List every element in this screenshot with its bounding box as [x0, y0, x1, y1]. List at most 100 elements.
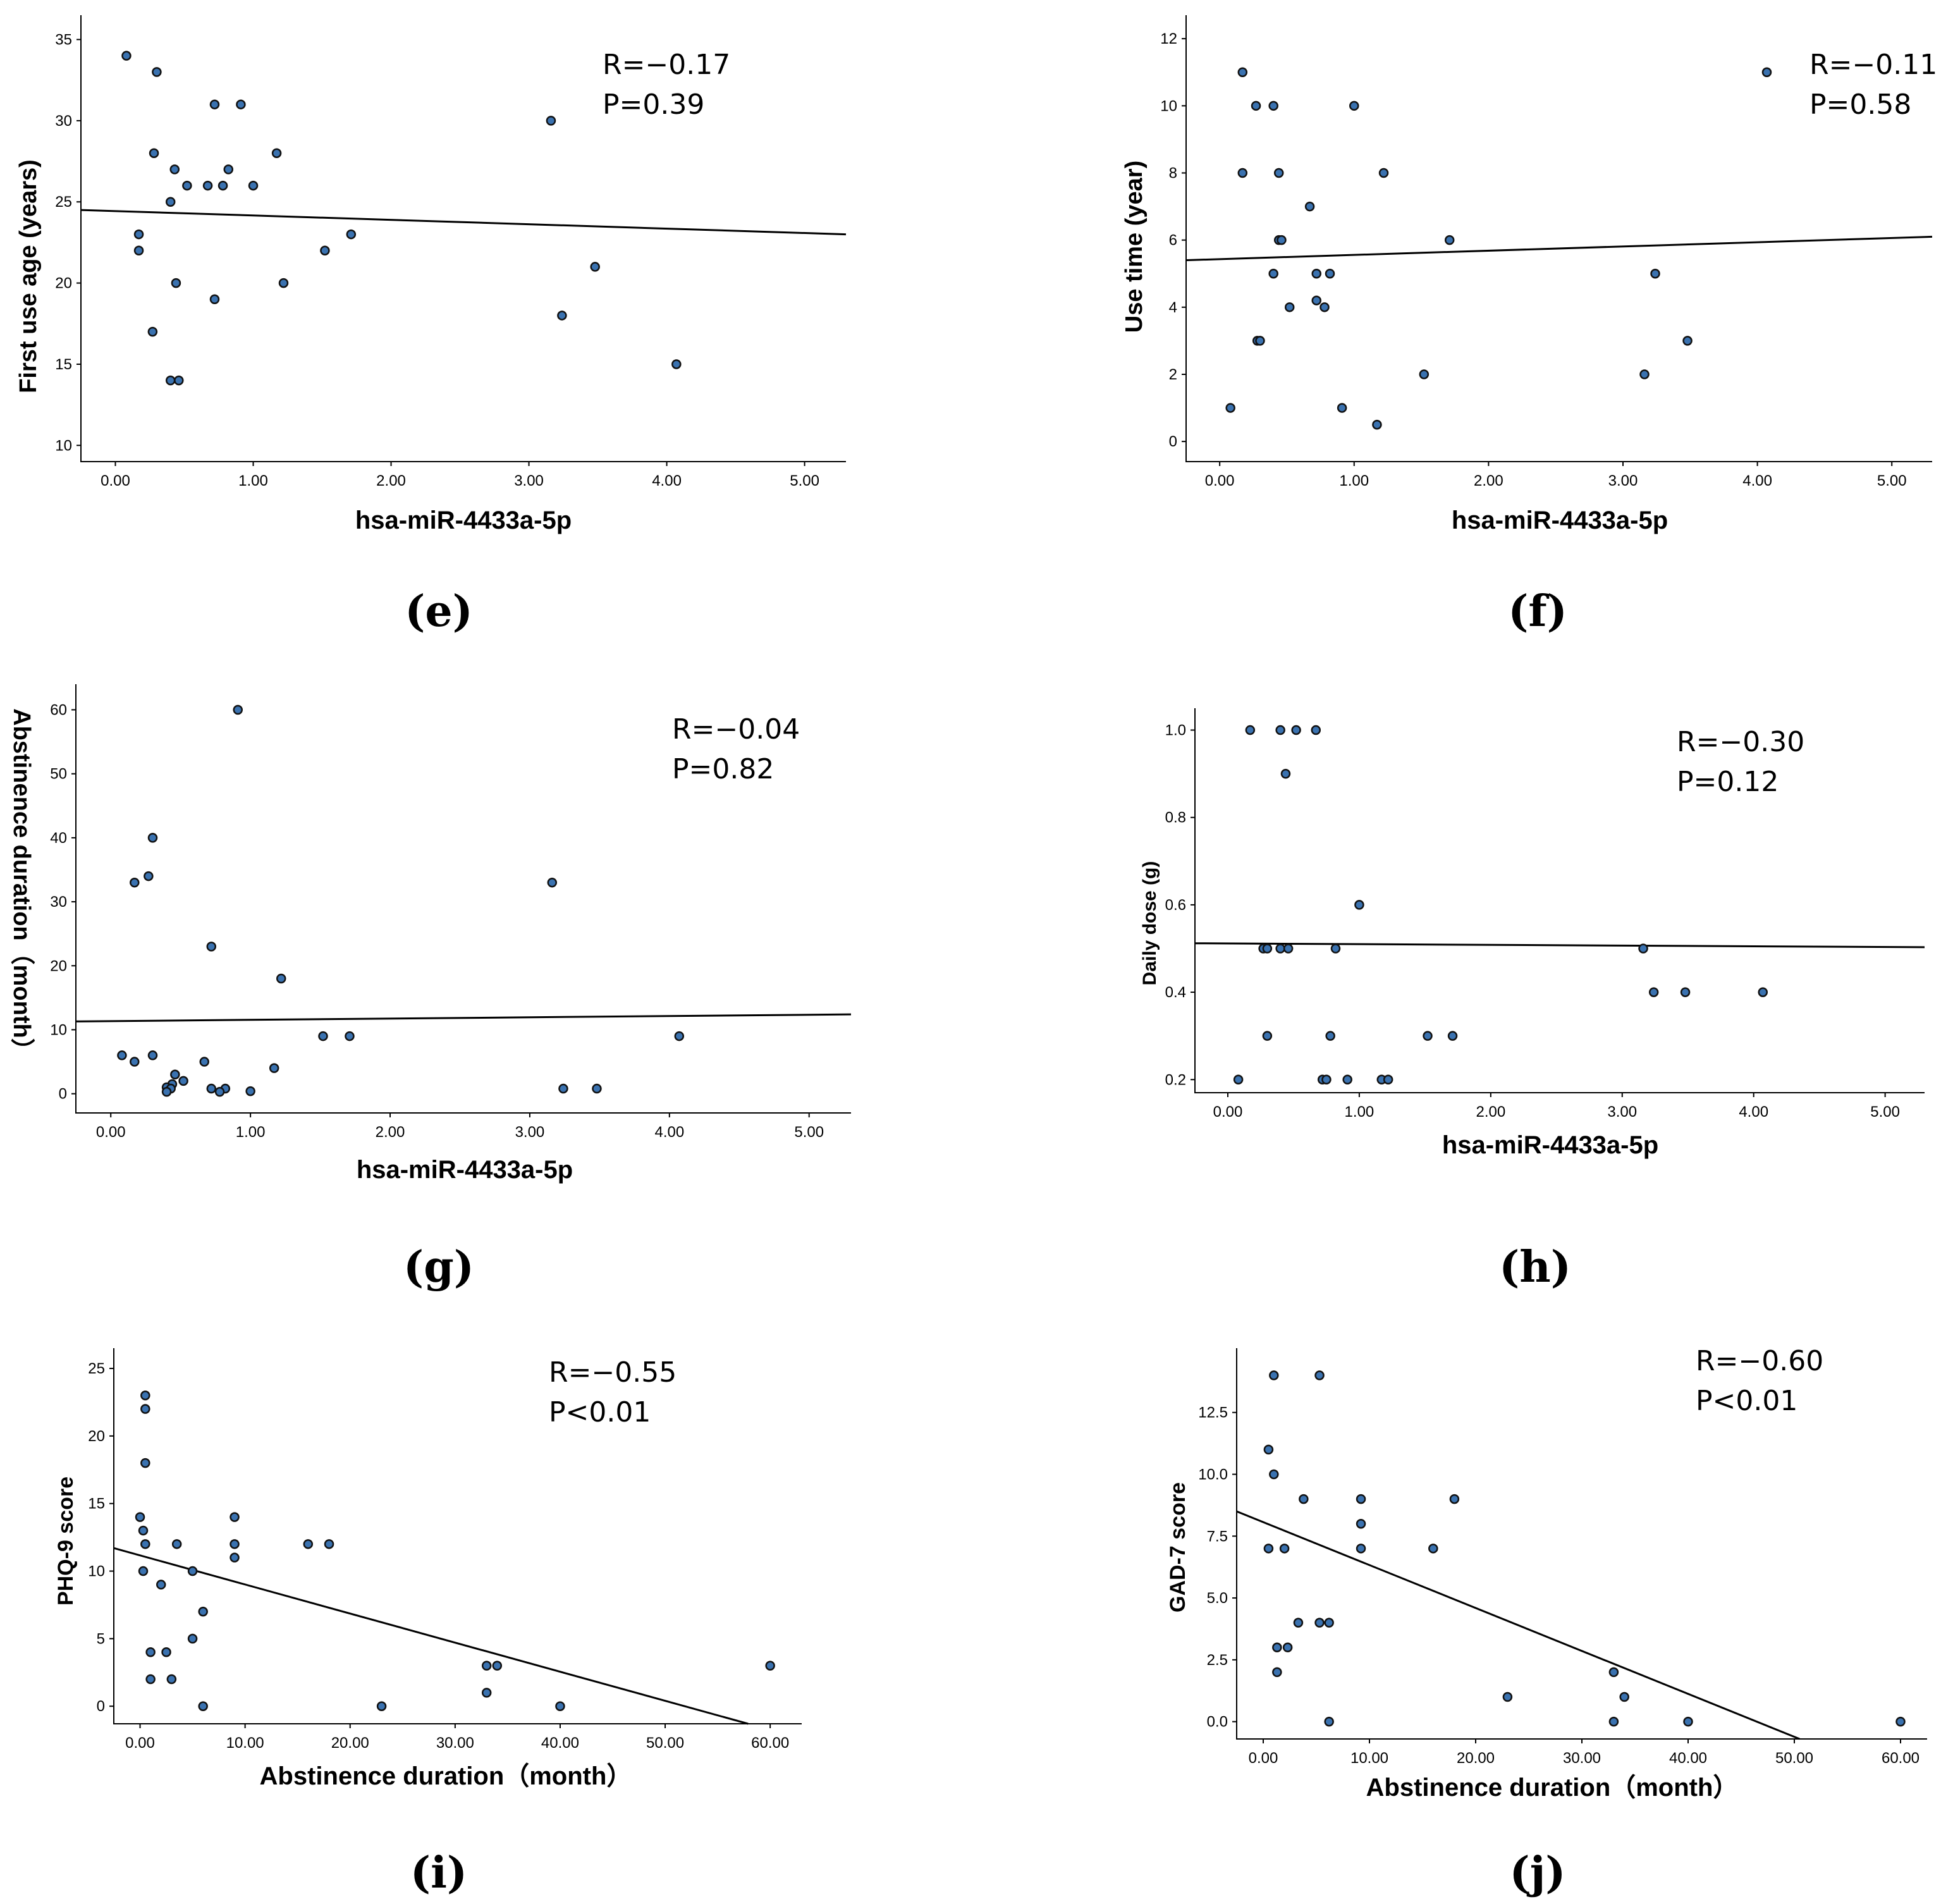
- panel-e-data-point: [152, 67, 162, 77]
- panel-j-x-tick-label: 0.00: [1249, 1750, 1278, 1767]
- panel-g-annotation-r: R=−0.04: [672, 713, 800, 746]
- panel-f-data-point: [1237, 168, 1248, 178]
- panel-g-y-tick-label: 50: [50, 766, 67, 783]
- panel-h-data-point: [1680, 987, 1691, 997]
- panel-i-data-point: [198, 1606, 208, 1617]
- panel-f-data-point: [1320, 302, 1330, 312]
- panel-f-annotation-r: R=−0.11: [1809, 49, 1937, 81]
- panel-h-axes: 0.00 1.00 2.00 3.00 4.00 5.00 0.2 0.4 0.6 0.8 1.0: [1165, 708, 1925, 1121]
- panel-g-y-tick-label: 0: [59, 1086, 67, 1103]
- panel-e-fit-line: [80, 209, 847, 236]
- panel-j-annotation-p: P<0.01: [1696, 1385, 1797, 1417]
- panel-f-data-point: [1255, 336, 1265, 346]
- panel-e-data-point: [278, 278, 289, 288]
- panel-h-data-point: [1283, 943, 1294, 954]
- panel-f-fit-line: [1185, 235, 1933, 262]
- panel-e-y-tick-label: 20: [55, 275, 72, 292]
- panel-e-data-point: [165, 197, 176, 207]
- panel-e-data-point: [209, 99, 220, 109]
- panel-f-y-tick-label: 2: [1169, 366, 1177, 383]
- panel-j-label: (j): [1510, 1848, 1566, 1898]
- panel-h-data-point: [1325, 1031, 1335, 1041]
- panel-g-data-point: [161, 1086, 172, 1097]
- panel-e-data-point: [320, 245, 330, 256]
- panel-f-x-tick-label: 5.00: [1877, 472, 1907, 489]
- panel-f-y-tick-label: 4: [1169, 299, 1177, 316]
- panel-e-data-point: [346, 229, 357, 240]
- panel-i-x-tick-label: 0.00: [125, 1735, 155, 1752]
- panel-f-data-point: [1237, 67, 1248, 77]
- panel-g-x-tick-label: 2.00: [376, 1124, 405, 1141]
- panel-i-x-tick-label: 60.00: [751, 1735, 789, 1752]
- panel-h-y-tick-label: 0.8: [1165, 809, 1186, 826]
- panel-e-data-point: [174, 375, 184, 386]
- panel-h-data-point: [1423, 1031, 1433, 1041]
- panel-h-data-point: [1280, 768, 1291, 779]
- panel-j-y-tick-label: 0.0: [1207, 1714, 1228, 1731]
- panel-i-data-point: [138, 1566, 149, 1576]
- panel-f-data-point: [1372, 419, 1382, 430]
- panel-j-data-point: [1272, 1667, 1282, 1678]
- panel-e-x-label: hsa-miR-4433a-5p: [355, 507, 572, 534]
- panel-i-data-point: [555, 1701, 565, 1711]
- panel-i-label: (i): [410, 1848, 467, 1898]
- panel-g-y-tick-label: 30: [50, 894, 67, 911]
- panel-i-data-point: [135, 1512, 145, 1522]
- panel-g-data-point: [117, 1050, 127, 1060]
- panel-f-data-point: [1419, 369, 1430, 379]
- panel-g-data-point: [130, 877, 140, 888]
- panel-g-data-point: [206, 1083, 217, 1094]
- panel-h-data-point: [1758, 987, 1768, 997]
- panel-g-x-label: hsa-miR-4433a-5p: [357, 1156, 573, 1184]
- panel-f-x-tick-label: 2.00: [1474, 472, 1503, 489]
- panel-e-data-point: [182, 180, 192, 191]
- panel-i-data-point: [230, 1512, 240, 1522]
- panel-e-axes-lines: [80, 15, 846, 462]
- panel-j-data-point: [1608, 1716, 1619, 1727]
- panel-i-data-point: [161, 1647, 171, 1657]
- panel-e-data-point: [557, 310, 567, 321]
- panel-h-x-tick-label: 5.00: [1870, 1103, 1900, 1121]
- panel-j-data-point: [1502, 1692, 1513, 1702]
- panel-f-y-tick-label: 6: [1169, 232, 1177, 249]
- panel-i-data-point: [492, 1661, 503, 1671]
- panel-f-data-point: [1311, 295, 1321, 305]
- panel-g-data-point: [674, 1031, 685, 1041]
- panel-e-data-point: [209, 294, 220, 305]
- panel-h-data-point: [1330, 943, 1341, 954]
- panel-g-fit-line: [75, 1013, 852, 1023]
- panel-h-data-point: [1245, 725, 1256, 735]
- panel-e-x-tick-label: 0.00: [101, 472, 130, 489]
- panel-j-data-point: [1324, 1618, 1334, 1628]
- panel-j-data-point: [1282, 1642, 1293, 1653]
- panel-h-data-point: [1321, 1074, 1332, 1085]
- panel-i-y-tick-label: 25: [88, 1360, 105, 1377]
- panel-f-data-point: [1650, 268, 1660, 279]
- panel-f-data-point: [1444, 235, 1455, 245]
- panel-f-annotation-p: P=0.58: [1809, 89, 1911, 121]
- panel-j-data-point: [1269, 1469, 1279, 1480]
- panel-i-data-point: [765, 1661, 775, 1671]
- panel-i-x-tick-label: 10.00: [226, 1735, 264, 1752]
- panel-f-x-tick-label: 0.00: [1205, 472, 1235, 489]
- panel-f-x-tick-label: 1.00: [1339, 472, 1369, 489]
- panel-e-y-tick-label: 35: [55, 32, 72, 49]
- panel-i-data-point: [230, 1552, 240, 1563]
- panel-e-x-tick-label: 5.00: [790, 472, 819, 489]
- panel-g-data-point: [130, 1057, 140, 1067]
- panel-i-y-tick-label: 15: [88, 1496, 105, 1513]
- panel-g-annotation-p: P=0.82: [672, 753, 774, 785]
- panel-g-x-tick-label: 0.00: [96, 1124, 126, 1141]
- panel-j-data-point: [1293, 1618, 1304, 1628]
- panel-j-x-tick-label: 20.00: [1457, 1750, 1495, 1767]
- panel-h-annotation-r: R=−0.30: [1677, 726, 1804, 758]
- panel-i-data-point: [198, 1701, 208, 1711]
- panel-f-data-point: [1284, 302, 1295, 312]
- panel-i-data-point: [140, 1404, 150, 1414]
- panel-i: 0.00 10.00 20.00 30.00 40.00 50.00 60.00 0 5 10 15…: [54, 1348, 802, 1898]
- panel-j-data-point: [1619, 1692, 1629, 1702]
- panel-e-data-point: [217, 180, 228, 191]
- panel-j-axes-lines: [1236, 1348, 1927, 1740]
- panel-h-data-point: [1383, 1074, 1393, 1085]
